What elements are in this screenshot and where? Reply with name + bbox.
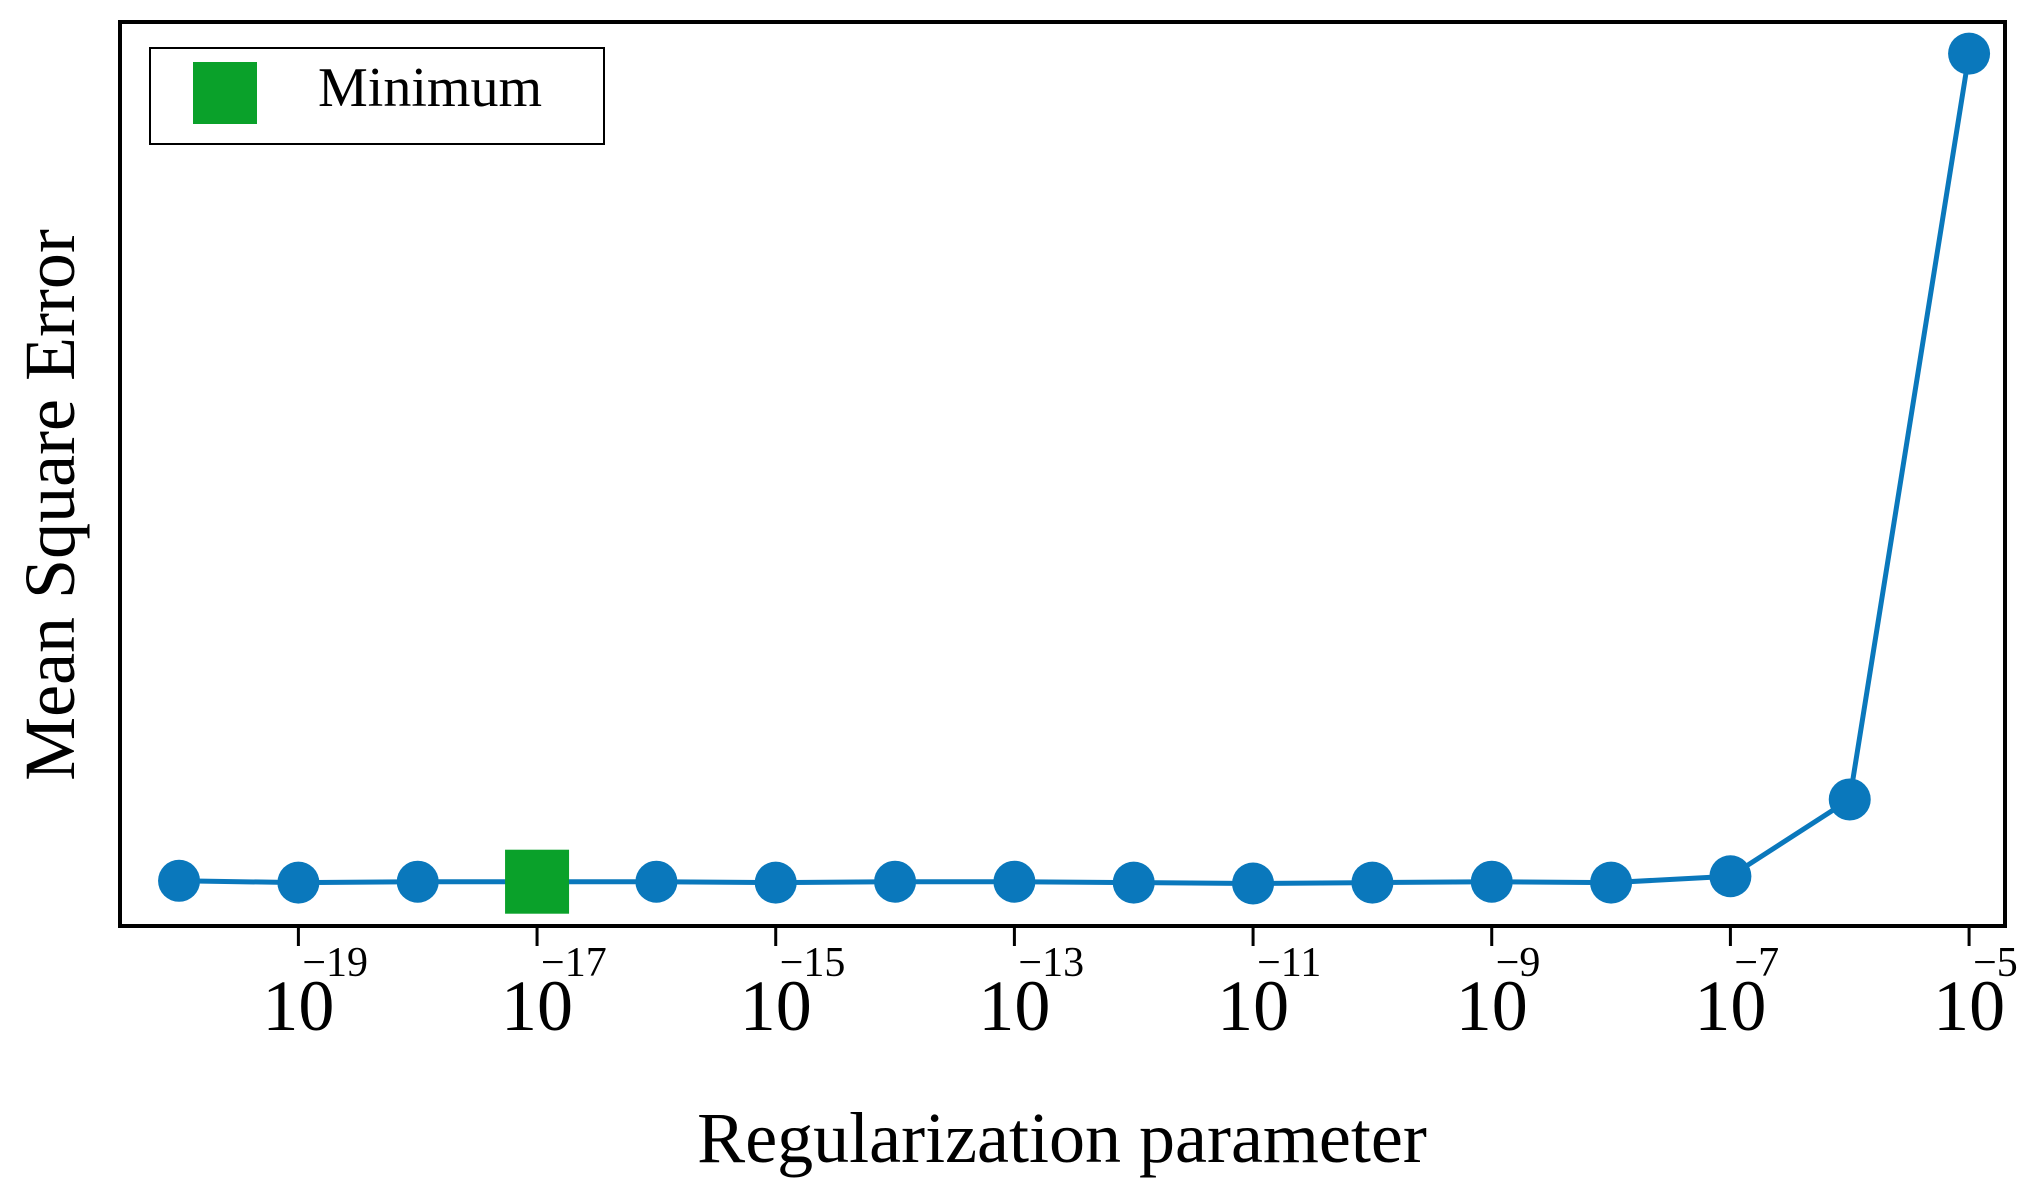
data-point xyxy=(1709,855,1752,898)
minimum-marker xyxy=(505,849,570,914)
legend-minimum-label: Minimum xyxy=(318,57,542,119)
data-point xyxy=(874,860,917,903)
legend: Minimum xyxy=(149,47,605,145)
data-point xyxy=(754,861,797,904)
data-point xyxy=(1351,861,1394,904)
x-tick-exponent: −17 xyxy=(541,940,607,986)
x-tick-label: 10 xyxy=(501,966,573,1046)
data-point xyxy=(1232,862,1275,905)
x-tick-label: 10 xyxy=(1456,966,1528,1046)
data-point xyxy=(993,860,1036,903)
series-layer xyxy=(158,32,1991,914)
data-point xyxy=(1590,861,1633,904)
x-tick-exponent: −11 xyxy=(1257,940,1321,986)
x-tick-label: 10 xyxy=(262,966,334,1046)
y-axis-title: Mean Square Error xyxy=(10,229,90,781)
x-tick-label: 10 xyxy=(978,966,1050,1046)
data-point xyxy=(396,860,439,903)
x-tick-label: 10 xyxy=(740,966,812,1046)
x-tick-label: 10 xyxy=(1933,966,2005,1046)
series-line xyxy=(179,53,1972,886)
data-point xyxy=(158,859,201,902)
x-tick-exponent: −13 xyxy=(1018,940,1084,986)
data-point xyxy=(277,861,320,904)
x-tick-exponent: −19 xyxy=(302,940,368,986)
plot-frame xyxy=(118,20,2007,928)
x-axis-title: Regularization parameter xyxy=(697,1098,1427,1178)
data-point xyxy=(635,860,678,903)
x-tick-exponent: −5 xyxy=(1973,940,2018,986)
data-point xyxy=(1470,860,1513,903)
x-tick-exponent: −9 xyxy=(1496,940,1541,986)
data-point xyxy=(1112,861,1155,904)
x-tick-label: 10 xyxy=(1217,966,1289,1046)
x-tick-exponent: −7 xyxy=(1734,940,1779,986)
legend-minimum-swatch xyxy=(193,62,257,124)
x-tick-exponent: −15 xyxy=(780,940,846,986)
data-point xyxy=(1828,778,1871,821)
data-point xyxy=(1948,32,1991,75)
x-tick-label: 10 xyxy=(1694,966,1766,1046)
